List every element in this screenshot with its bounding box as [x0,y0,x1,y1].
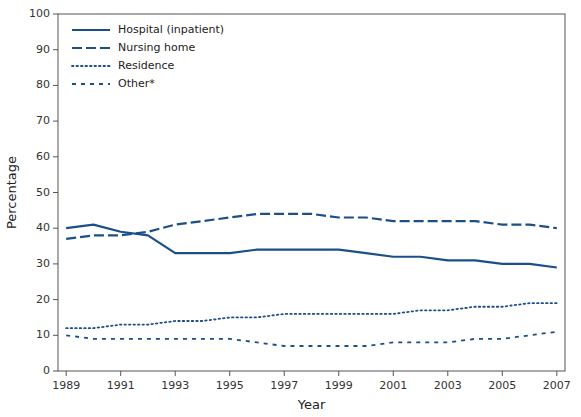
y-tick [53,121,58,122]
legend-swatch [72,65,110,67]
x-tick-label: 2003 [434,379,462,392]
y-tick-label: 70 [36,114,50,127]
x-tick-label: 1989 [52,379,80,392]
x-tick [556,371,557,376]
y-tick-label: 40 [36,221,50,234]
line-series [66,225,557,268]
x-tick-label: 2001 [379,379,407,392]
y-tick-label: 0 [43,364,50,377]
x-tick [447,371,448,376]
x-tick [120,371,121,376]
x-tick-label: 2007 [543,379,571,392]
y-tick [53,14,58,15]
y-tick-label: 90 [36,43,50,56]
line-series [66,214,557,239]
x-tick [229,371,230,376]
legend-label: Hospital (inpatient) [118,23,224,36]
legend-swatch [72,29,110,31]
legend-label: Nursing home [118,41,195,54]
y-tick-label: 30 [36,257,50,270]
plot-frame [58,14,565,371]
x-tick-label: 1993 [161,379,189,392]
x-tick-label: 2005 [488,379,516,392]
line-series [66,303,557,328]
x-tick-label: 1997 [270,379,298,392]
y-axis-label: Percentage [4,156,19,229]
y-tick-label: 80 [36,78,50,91]
legend: Hospital (inpatient) Nursing home Residenc… [72,23,224,90]
y-tick [53,371,58,372]
x-tick [175,371,176,376]
x-tick-label: 1995 [216,379,244,392]
y-tick [53,49,58,50]
x-tick [393,371,394,376]
x-tick-label: 1991 [107,379,135,392]
y-tick [53,335,58,336]
x-tick [66,371,67,376]
line-series [66,332,557,346]
x-tick-label: 1999 [325,379,353,392]
y-tick-label: 50 [36,186,50,199]
y-tick [53,192,58,193]
y-tick [53,85,58,86]
y-tick-label: 60 [36,150,50,163]
x-axis-label: Year [297,397,326,412]
y-tick-label: 10 [36,328,50,341]
y-tick [53,263,58,264]
legend-label: Residence [118,59,174,72]
legend-swatch [72,83,110,85]
chart: 0 10 20 30 40 50 60 70 80 90 100 1989 1991 1993 1995 19… [0,0,581,417]
y-tick [53,299,58,300]
legend-label: Other* [118,77,155,90]
legend-swatch [72,47,110,49]
y-tick-label: 100 [29,7,50,20]
x-tick [502,371,503,376]
plot-area [66,214,557,346]
y-tick [53,156,58,157]
y-tick [53,228,58,229]
y-tick-label: 20 [36,293,50,306]
x-tick [338,371,339,376]
x-tick [284,371,285,376]
